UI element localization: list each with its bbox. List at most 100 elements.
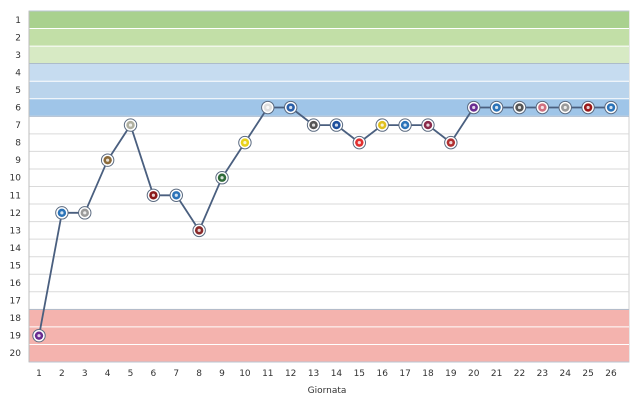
x-tick-label: 18	[422, 369, 434, 379]
zone-band-champions	[29, 46, 629, 64]
badge-center	[151, 193, 155, 197]
y-tick-label: 2	[15, 33, 21, 43]
badge-center	[106, 158, 110, 162]
y-tick-label: 13	[10, 226, 21, 236]
data-markers	[32, 100, 618, 343]
y-tick-label: 10	[10, 174, 22, 184]
data-point	[283, 100, 298, 115]
data-point	[512, 100, 527, 115]
zone-band-relegation	[29, 344, 629, 362]
x-tick-label: 20	[468, 369, 480, 379]
data-point	[467, 100, 481, 115]
zone-band-europa	[29, 63, 629, 82]
x-tick-label: 1	[36, 369, 42, 379]
x-tick-label: 22	[514, 369, 525, 379]
x-tick-label: 14	[331, 369, 343, 379]
gridlines	[28, 10, 629, 363]
x-tick-label: 19	[445, 369, 457, 379]
badge-center	[609, 105, 613, 110]
data-point	[489, 100, 504, 115]
y-tick-label: 9	[15, 156, 21, 166]
data-point	[352, 135, 367, 150]
x-tick-label: 12	[285, 369, 296, 379]
x-tick-label: 4	[105, 369, 111, 379]
badge-center	[37, 334, 41, 338]
x-tick-label: 17	[399, 369, 410, 379]
y-tick-label: 20	[10, 349, 22, 359]
x-tick-labels: 1 2 3 4 5 6 7 8 9 10 11 12 13 14 15 16 17 18 19 20 21 22 23 24 2…	[36, 369, 617, 379]
zone-band-europa	[29, 81, 629, 99]
zone-band-relegation	[29, 326, 629, 345]
data-point	[261, 100, 275, 115]
badge-center	[334, 123, 339, 127]
data-point	[78, 206, 92, 220]
badge-center	[403, 123, 407, 127]
badge-center	[586, 105, 590, 110]
x-tick-label: 2	[59, 369, 65, 379]
y-tick-label: 5	[15, 86, 21, 96]
data-point	[238, 135, 252, 150]
y-tick-label: 4	[15, 68, 21, 78]
x-tick-label: 9	[219, 369, 225, 379]
data-point	[123, 118, 138, 132]
zone-band-champions	[29, 11, 629, 29]
x-tick-label: 5	[128, 369, 134, 379]
badge-center	[380, 123, 384, 127]
data-point	[421, 118, 435, 132]
badge-center	[311, 123, 316, 127]
data-point	[444, 135, 458, 150]
x-tick-label: 23	[537, 369, 548, 379]
x-tick-label: 15	[354, 369, 365, 379]
y-tick-label: 6	[15, 104, 21, 114]
data-point	[192, 223, 206, 238]
badge-center	[517, 105, 522, 110]
x-axis-title: Giornata	[308, 386, 347, 396]
x-tick-label: 8	[196, 369, 202, 379]
data-point	[215, 171, 229, 185]
x-tick-label: 21	[491, 369, 502, 379]
badge-center	[83, 211, 87, 215]
badge-center	[426, 123, 430, 127]
x-tick-label: 26	[605, 369, 617, 379]
y-tick-label: 11	[10, 191, 21, 201]
data-point	[375, 118, 389, 132]
badge-center	[243, 141, 247, 145]
data-point	[146, 188, 161, 202]
badge-center	[449, 141, 453, 145]
data-point	[329, 118, 344, 132]
y-tick-label: 12	[10, 209, 21, 219]
x-tick-label: 13	[308, 369, 319, 379]
y-tick-label: 1	[15, 16, 21, 26]
y-tick-label: 14	[10, 244, 22, 254]
badge-center	[289, 105, 293, 110]
badge-center	[563, 105, 567, 110]
badge-center	[495, 105, 499, 110]
data-point	[398, 118, 412, 132]
x-tick-label: 11	[262, 369, 273, 379]
badge-center	[472, 105, 476, 110]
data-point	[604, 100, 618, 115]
data-point	[55, 206, 69, 220]
badge-center	[128, 123, 133, 127]
badge-center	[60, 211, 64, 215]
zone-band-champions	[29, 28, 629, 47]
badge-center	[197, 228, 201, 232]
badge-center	[357, 141, 361, 145]
data-point	[535, 100, 550, 115]
y-tick-label: 15	[10, 261, 21, 271]
x-tick-label: 3	[82, 369, 88, 379]
y-tick-label: 18	[10, 314, 22, 324]
badge-center	[266, 105, 270, 110]
data-point	[558, 100, 572, 115]
x-tick-label: 24	[560, 369, 572, 379]
y-tick-label: 16	[10, 279, 22, 289]
data-point	[306, 118, 321, 132]
data-point	[581, 100, 595, 115]
data-point	[169, 188, 183, 202]
data-point	[32, 328, 46, 343]
zone-band-europa	[29, 98, 629, 117]
x-tick-label: 6	[151, 369, 157, 379]
